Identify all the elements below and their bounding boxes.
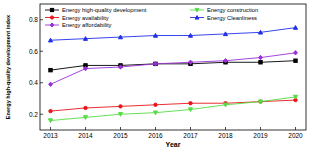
point — [118, 35, 122, 39]
point — [259, 55, 263, 59]
x-tick — [155, 127, 156, 130]
y-tick-label: 0.4 — [29, 79, 38, 86]
legend-marker — [195, 16, 199, 20]
point — [223, 103, 227, 107]
point — [118, 113, 122, 117]
point — [258, 100, 262, 104]
point — [293, 95, 297, 99]
point — [84, 106, 87, 109]
series-line — [51, 53, 296, 84]
point — [119, 105, 122, 108]
y-tick — [40, 19, 43, 20]
point — [49, 68, 52, 71]
x-axis-label: Year — [166, 141, 181, 148]
point — [153, 111, 157, 115]
point — [83, 116, 87, 120]
series-line — [51, 97, 296, 121]
y-tick-label: 0.6 — [29, 48, 38, 55]
x-tick — [295, 127, 296, 130]
x-tick-label: 2018 — [218, 132, 233, 139]
series-line — [51, 28, 296, 41]
point — [83, 37, 87, 41]
point — [189, 102, 192, 105]
legend-label: Energy affordability — [62, 22, 112, 28]
point — [258, 30, 262, 34]
point — [154, 62, 158, 66]
x-tick-label: 2019 — [253, 132, 268, 139]
point — [224, 58, 228, 62]
y-tick — [40, 51, 43, 52]
point — [153, 33, 157, 37]
point — [84, 66, 88, 70]
x-tick — [85, 127, 86, 130]
point — [154, 103, 157, 106]
point — [223, 32, 227, 36]
point — [49, 109, 52, 112]
point — [48, 119, 52, 123]
point — [49, 82, 53, 86]
point — [188, 108, 192, 112]
point — [294, 59, 297, 62]
legend: Energy high-quality development Energy av… — [45, 7, 258, 28]
point — [154, 62, 157, 65]
x-tick-label: 2017 — [183, 132, 198, 139]
point — [188, 33, 192, 37]
legend-label: Energy high-quality development — [62, 7, 147, 13]
x-tick — [190, 127, 191, 130]
y-axis-label: Energy high-quality development index — [5, 14, 11, 119]
x-tick-label: 2016 — [148, 132, 163, 139]
point — [119, 65, 123, 69]
point — [293, 26, 297, 30]
y-tick-label: 0.2 — [29, 111, 38, 118]
legend-label: Energy Cleanliness — [207, 15, 257, 21]
point — [189, 60, 193, 64]
legend-label: Energy construction — [207, 7, 258, 13]
series-line — [51, 61, 296, 70]
legend-marker — [50, 16, 53, 19]
x-tick-label: 2014 — [78, 132, 93, 139]
x-tick-label: 2020 — [288, 132, 303, 139]
data-area — [48, 26, 297, 123]
x-tick — [120, 127, 121, 130]
chart: 0.2 0.4 0.6 0.8 2013 2014 2015 2016 2017 2018 2019… — [0, 0, 312, 156]
x-tick — [225, 127, 226, 130]
point — [259, 100, 262, 103]
legend-label: Energy availability — [62, 15, 109, 21]
x-tick-label: 2013 — [43, 132, 58, 139]
y-tick — [40, 82, 43, 83]
legend-marker — [50, 23, 54, 27]
x-tick-label: 2015 — [113, 132, 128, 139]
y-tick-label: 0.8 — [29, 16, 38, 23]
y-tick — [40, 114, 43, 115]
x-tick — [260, 127, 261, 130]
legend-marker — [50, 8, 53, 11]
x-tick — [50, 127, 51, 130]
plot-frame — [40, 4, 306, 130]
legend-marker — [195, 8, 199, 12]
point — [294, 51, 298, 55]
point — [259, 61, 262, 64]
point — [48, 38, 52, 42]
